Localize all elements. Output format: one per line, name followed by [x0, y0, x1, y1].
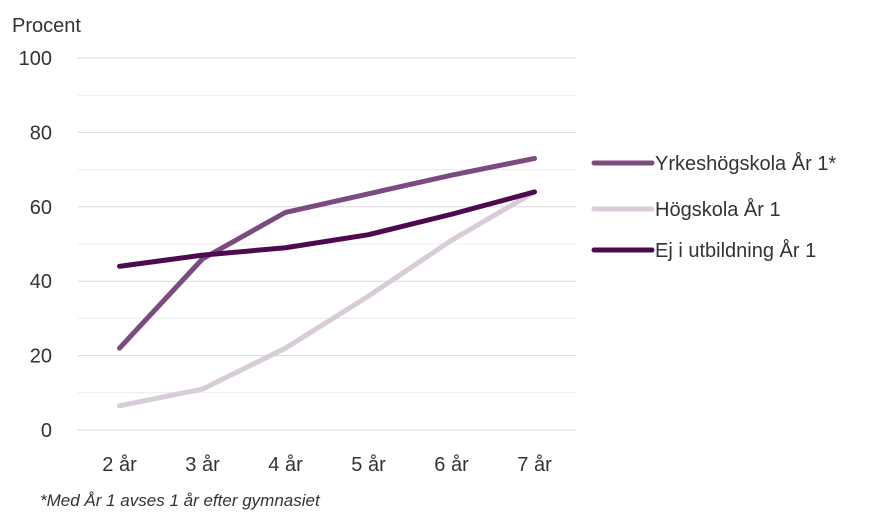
y-axis-ticks: 0 20 40 60 80 100: [19, 48, 52, 442]
y-tick-label: 40: [30, 271, 52, 293]
series-line-2: [117, 189, 537, 409]
y-tick-label: 80: [30, 122, 52, 144]
series-line-3: [117, 189, 537, 269]
y-tick-label: 60: [30, 197, 52, 219]
legend-label: Högskola År 1: [655, 198, 781, 221]
series-lines: [117, 155, 537, 409]
series-line-1: [117, 155, 537, 351]
y-tick-label: 0: [41, 420, 52, 442]
x-tick-label: 2 år: [102, 454, 137, 476]
y-tick-label: 20: [30, 346, 52, 368]
legend-label: Yrkeshögskola År 1*: [655, 152, 836, 175]
x-tick-label: 6 år: [434, 454, 469, 476]
x-axis-ticks: 2 år 3 år 4 år 5 år 6 år 7 år: [102, 454, 552, 476]
legend-label: Ej i utbildning År 1: [655, 239, 816, 262]
y-axis-label: Procent: [12, 15, 81, 37]
x-tick-label: 4 år: [268, 454, 303, 476]
x-tick-label: 5 år: [351, 454, 386, 476]
legend: Yrkeshögskola År 1* Högskola År 1 Ej i utb…: [591, 152, 836, 262]
x-tick-label: 3 år: [185, 454, 220, 476]
x-tick-label: 7 år: [517, 454, 552, 476]
y-tick-label: 100: [19, 48, 52, 70]
footnote: *Med År 1 avses 1 år efter gymnasiet: [40, 491, 321, 510]
gridlines: [78, 57, 576, 431]
